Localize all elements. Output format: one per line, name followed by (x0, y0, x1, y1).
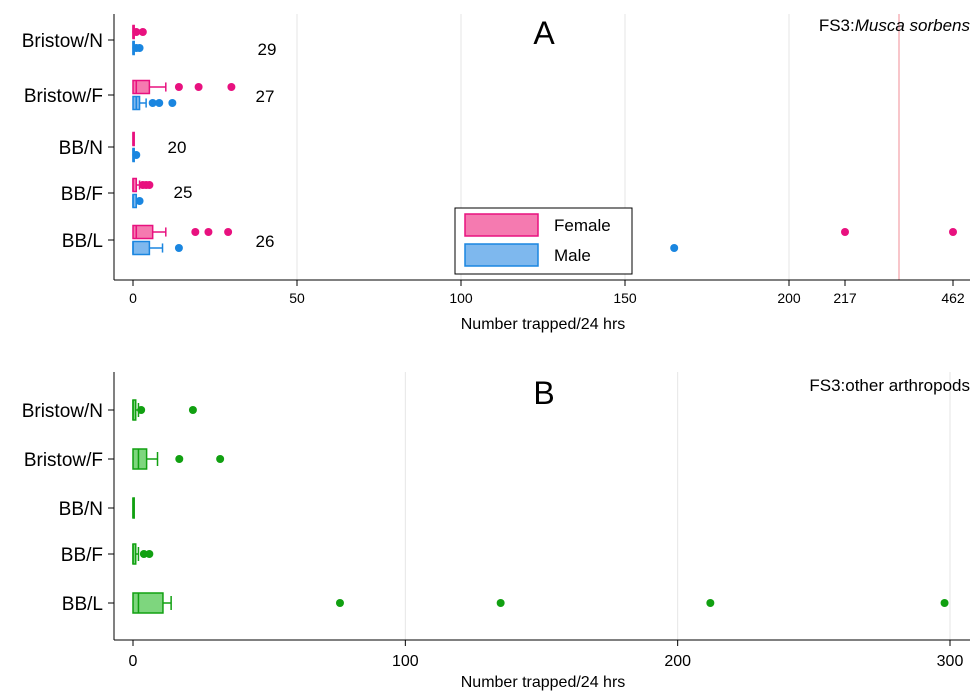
category-label-bristow-f: Bristow/F (24, 86, 103, 107)
boxplot-female-bb-f (132, 177, 154, 193)
outlier-point (135, 44, 144, 52)
panel-a-sample-sizes: 29 27 20 25 26 (168, 40, 277, 251)
x-tick-label: 0 (129, 653, 138, 670)
outlier-point (335, 599, 344, 607)
panel-b-boxplots (132, 399, 949, 614)
outlier-point (174, 83, 183, 91)
boxplot-arthropods-bristow-n (132, 399, 197, 421)
legend-label-female: Female (554, 216, 611, 235)
outlier-point (204, 228, 213, 236)
x-tick-label: 50 (289, 290, 305, 306)
category-label-bristow-f: Bristow/F (24, 450, 103, 471)
category-label-bb-n: BB/N (59, 138, 103, 159)
x-tick-label: 100 (449, 290, 473, 306)
boxplot-female-bb-n (132, 131, 135, 147)
boxplot-male-bristow-f (132, 95, 177, 111)
outlier-point (191, 228, 200, 236)
x-tick-label: 300 (937, 653, 964, 670)
boxplot-arthropods-bb-f (132, 543, 154, 565)
panel-a-title: FS3:Musca sorbens (819, 16, 971, 35)
x-tick-label: 0 (129, 290, 137, 306)
category-label-bb-l: BB/L (62, 594, 103, 615)
category-label-bb-f: BB/F (61, 184, 103, 205)
x-tick-label: 200 (664, 653, 691, 670)
category-label-bb-f: BB/F (61, 545, 103, 566)
panel-b-x-ticks: 0 100 200 300 (129, 640, 964, 670)
sample-size-label: 25 (174, 183, 193, 202)
boxplot-male-bb-n (132, 147, 141, 163)
outlier-point (155, 99, 164, 107)
outlier-point (168, 99, 177, 107)
legend: Female Male (454, 207, 633, 275)
x-tick-label: 150 (613, 290, 637, 306)
outlier-point (175, 455, 184, 463)
panel-a-letter: A (533, 15, 555, 51)
panel-a-x-ticks: 0 50 100 150 200 217 462 (129, 280, 965, 306)
x-tick-label: 217 (833, 290, 857, 306)
boxplot-male-bristow-n (132, 40, 144, 56)
boxplot-female-bb-l (132, 224, 957, 240)
panel-b-letter: B (533, 375, 554, 411)
outlier-point (224, 228, 233, 236)
panel-a-category-labels: Bristow/N Bristow/F BB/N BB/F BB/L (22, 31, 114, 252)
panel-b-category-labels: Bristow/N Bristow/F BB/N BB/F BB/L (22, 401, 114, 615)
outlier-point (132, 28, 141, 36)
outlier-point (148, 99, 157, 107)
category-label-bristow-n: Bristow/N (22, 31, 103, 52)
box (132, 592, 164, 614)
outlier-point (194, 83, 203, 91)
boxplot-male-bb-l (132, 240, 679, 256)
legend-swatch-female (464, 213, 539, 237)
legend-swatch-male (464, 243, 539, 267)
box (132, 224, 154, 240)
outlier-point (174, 244, 183, 252)
boxplot-arthropods-bristow-f (132, 448, 225, 470)
outlier-point (940, 599, 949, 607)
sample-size-label: 26 (256, 232, 275, 251)
panel-b: Bristow/N Bristow/F BB/N BB/F BB/L 0 100 200 30… (22, 372, 970, 691)
outlier-point (145, 181, 154, 189)
sample-size-label: 20 (168, 138, 187, 157)
outlier-point (188, 406, 197, 414)
outlier-point (145, 550, 154, 558)
panel-a-x-label: Number trapped/24 hrs (461, 316, 626, 333)
x-tick-label: 462 (941, 290, 965, 306)
outlier-point (496, 599, 505, 607)
panel-a-boxplots (132, 24, 957, 256)
category-label-bristow-n: Bristow/N (22, 401, 103, 422)
panel-a: Bristow/N Bristow/F BB/N BB/F BB/L 0 50 100 150… (22, 14, 971, 333)
sample-size-label: 27 (256, 87, 275, 106)
boxplot-female-bristow-f (132, 79, 236, 95)
outlier-point (138, 28, 147, 36)
category-label-bb-l: BB/L (62, 231, 103, 252)
outlier-point (132, 151, 141, 159)
outlier-point (216, 455, 225, 463)
box (132, 240, 151, 256)
panel-b-gridlines (404, 372, 951, 640)
outlier-point (841, 228, 849, 236)
sample-size-label: 29 (258, 40, 277, 59)
boxplot-male-bb-f (132, 193, 144, 209)
outlier-point (949, 228, 957, 236)
outlier-point (135, 197, 144, 205)
outlier-point (227, 83, 236, 91)
outlier-point (670, 244, 679, 252)
panel-b-title: FS3:other arthropods (809, 376, 970, 395)
category-label-bb-n: BB/N (59, 499, 103, 520)
panel-b-x-label: Number trapped/24 hrs (461, 674, 626, 691)
outlier-point (706, 599, 715, 607)
boxplot-arthropods-bb-l (132, 592, 949, 614)
outlier-point (137, 406, 146, 414)
box (132, 79, 151, 95)
boxplot-female-bristow-n (132, 24, 147, 40)
x-tick-label: 200 (777, 290, 801, 306)
box (132, 448, 148, 470)
boxplot-arthropods-bb-n (132, 497, 135, 519)
x-tick-label: 100 (392, 653, 419, 670)
legend-label-male: Male (554, 246, 591, 265)
